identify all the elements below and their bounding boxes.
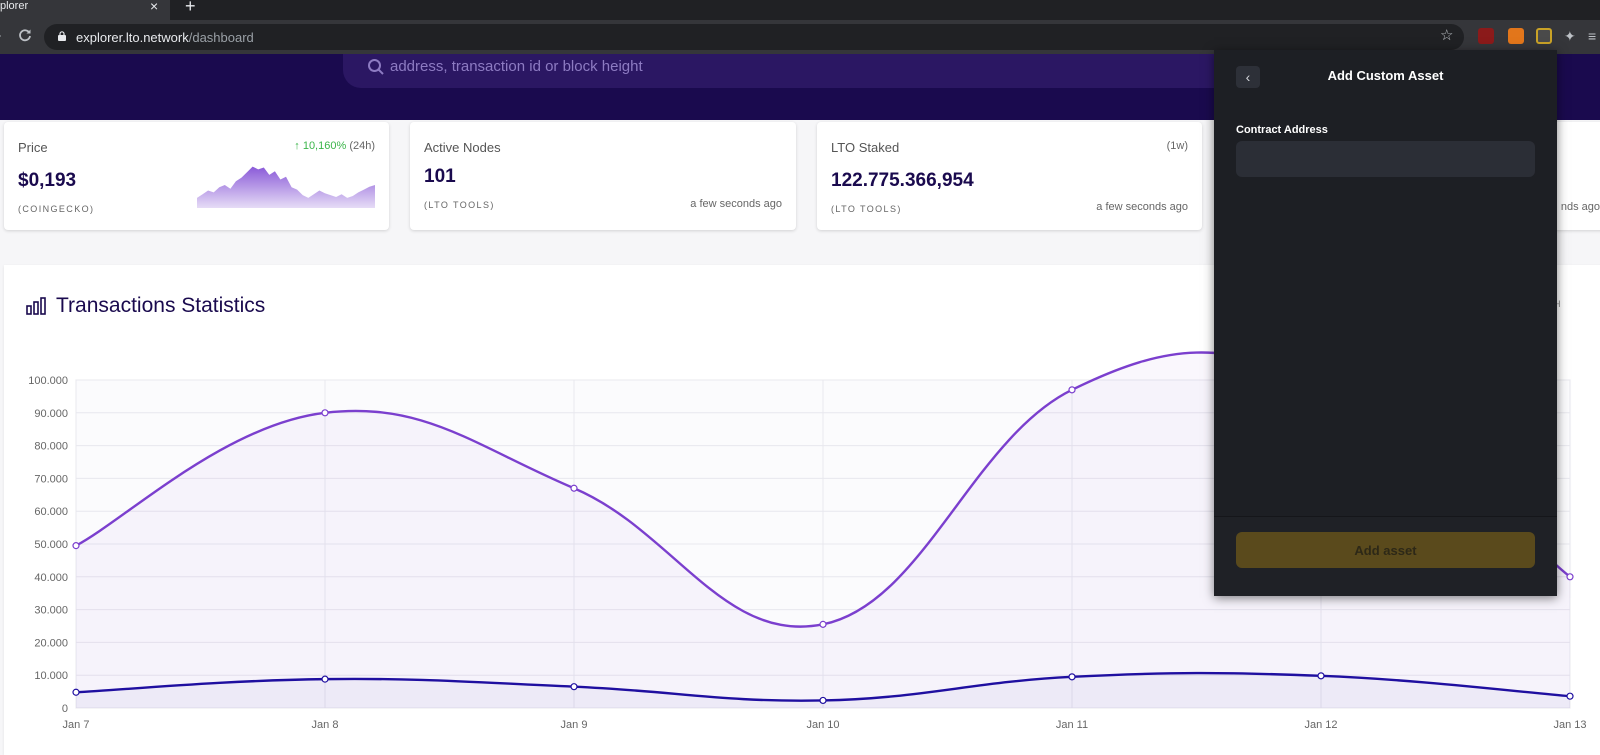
nodes-source: (LTO TOOLS) — [424, 200, 495, 210]
series-area — [76, 352, 1570, 708]
bar-chart-icon — [26, 297, 46, 315]
reload-icon[interactable] — [18, 28, 32, 46]
y-tick-label: 90.000 — [34, 408, 68, 420]
y-tick-label: 40.000 — [34, 572, 68, 584]
browser-toolbar: › explorer.lto.network/dashboard ☆ ✦ ≡ — [0, 20, 1600, 54]
nodes-label: Active Nodes — [424, 140, 501, 155]
y-tick-label: 30.000 — [34, 605, 68, 617]
new-tab-button[interactable]: + — [185, 0, 196, 16]
add-asset-button[interactable]: Add asset — [1236, 532, 1535, 568]
nodes-value: 101 — [424, 166, 456, 187]
y-tick-label: 50.000 — [34, 539, 68, 551]
popup-title: Add Custom Asset — [1327, 68, 1444, 83]
bookmark-star-icon[interactable]: ☆ — [1440, 27, 1454, 44]
price-sparkline — [197, 166, 375, 208]
nodes-time: a few seconds ago — [690, 198, 782, 210]
data-point — [819, 620, 827, 628]
x-tick-label: Jan 13 — [1553, 719, 1586, 731]
data-point — [321, 675, 329, 683]
x-tick-label: Jan 12 — [1304, 719, 1337, 731]
data-point — [1566, 573, 1574, 581]
data-point — [570, 683, 578, 691]
back-button[interactable]: ‹ — [1236, 66, 1260, 88]
tab-title: plorer — [0, 0, 29, 12]
price-value: $0,193 — [18, 170, 77, 191]
data-point — [72, 542, 80, 550]
stats-title: Transactions Statistics — [56, 294, 266, 317]
x-tick-label: Jan 7 — [63, 719, 90, 731]
price-label: Price — [18, 140, 48, 155]
search-icon — [368, 59, 384, 75]
y-tick-label: 0 — [62, 703, 68, 715]
contract-address-input[interactable] — [1236, 141, 1535, 177]
x-tick-label: Jan 9 — [561, 719, 588, 731]
stats-range-partial[interactable]: H — [1554, 299, 1561, 309]
url-text: explorer.lto.network/dashboard — [76, 31, 254, 45]
staked-value: 122.775.366,954 — [831, 170, 974, 191]
y-tick-label: 20.000 — [34, 637, 68, 649]
wallet-extension-icon[interactable] — [1536, 28, 1552, 44]
y-tick-label: 80.000 — [34, 441, 68, 453]
contract-address-label: Contract Address — [1236, 124, 1328, 136]
search-placeholder: address, transaction id or block height — [390, 58, 643, 75]
menu-icon[interactable]: ≡ — [1588, 28, 1597, 44]
metamask-extension-icon[interactable] — [1508, 28, 1524, 44]
data-point — [321, 409, 329, 417]
x-tick-label: Jan 8 — [312, 719, 339, 731]
forward-icon[interactable]: › — [0, 28, 1, 44]
popup-footer: Add asset — [1214, 516, 1557, 596]
tab-bar: plorer × + — [0, 0, 1600, 20]
close-tab-icon[interactable]: × — [150, 0, 159, 14]
price-change-period: (24h) — [349, 140, 375, 152]
ublock-extension-icon[interactable] — [1478, 28, 1494, 44]
staked-source: (LTO TOOLS) — [831, 204, 902, 214]
price-source: (COINGECKO) — [18, 204, 95, 214]
staked-time: a few seconds ago — [1096, 201, 1188, 213]
address-bar[interactable]: explorer.lto.network/dashboard — [44, 24, 1464, 50]
staked-label: LTO Staked — [831, 140, 900, 155]
price-card: Price ↑ 10,160% (24h) $0,193 (COINGECKO) — [4, 122, 389, 230]
fourth-time: nds ago — [1560, 201, 1600, 213]
browser-tab[interactable]: plorer × — [0, 0, 170, 20]
lock-icon — [58, 31, 66, 41]
y-tick-label: 100.000 — [28, 375, 68, 387]
sparkline-area — [197, 166, 375, 208]
data-point — [72, 688, 80, 696]
lto-staked-card: LTO Staked (1w) 122.775.366,954 (LTO TOO… — [817, 122, 1202, 230]
extensions-puzzle-icon[interactable]: ✦ — [1564, 28, 1576, 44]
data-point — [1317, 672, 1325, 680]
price-change-value: ↑ 10,160% — [294, 140, 347, 152]
url-host: explorer.lto.network — [76, 30, 189, 45]
active-nodes-card: Active Nodes 101 (LTO TOOLS) a few secon… — [410, 122, 796, 230]
data-point — [570, 484, 578, 492]
search-bar[interactable]: address, transaction id or block height — [343, 54, 1343, 88]
data-point — [819, 696, 827, 705]
x-tick-label: Jan 11 — [1056, 719, 1088, 731]
x-tick-label: Jan 10 — [806, 719, 839, 731]
y-tick-label: 70.000 — [34, 473, 68, 485]
data-point — [1068, 673, 1076, 681]
y-tick-label: 10.000 — [34, 670, 68, 682]
price-change: ↑ 10,160% (24h) — [294, 140, 375, 152]
data-point — [1068, 386, 1076, 394]
data-point — [1566, 692, 1574, 700]
y-tick-label: 60.000 — [34, 506, 68, 518]
add-custom-asset-popup: ‹ Add Custom Asset Contract Address Add … — [1214, 50, 1557, 596]
staked-period: (1w) — [1166, 140, 1188, 152]
url-path: /dashboard — [188, 30, 254, 45]
